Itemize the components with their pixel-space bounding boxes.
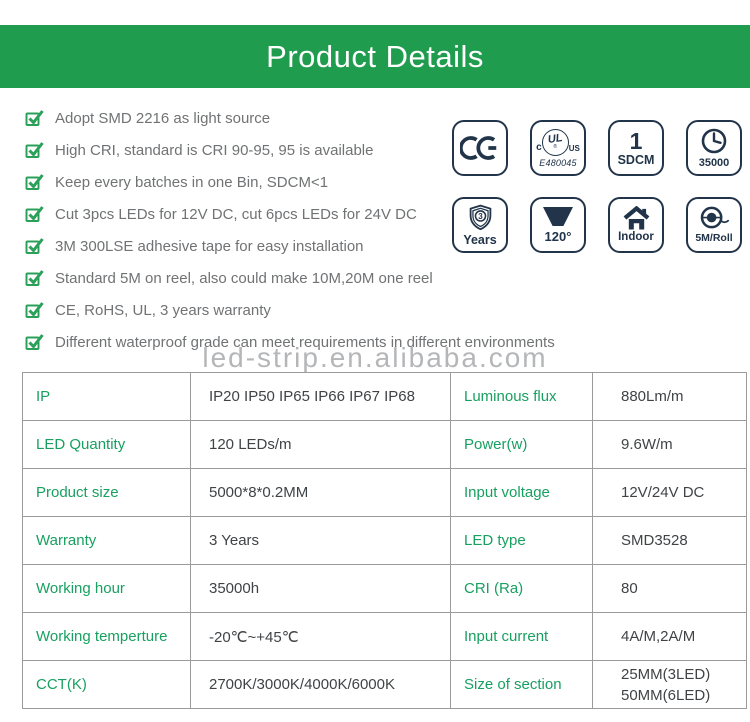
feature-item: Adopt SMD 2216 as light source [25, 102, 555, 134]
feature-text: Standard 5M on reel, also could make 10M… [55, 269, 433, 287]
spec-value-cell: 25MM(3LED) 50MM(6LED) [592, 660, 747, 709]
sdcm-value: 1 [629, 127, 643, 154]
table-row: Product size 5000*8*0.2MM Input voltage … [22, 468, 747, 517]
spec-label-cell: Working hour [22, 564, 191, 613]
feature-item: Different waterproof grade can meet requ… [25, 326, 555, 358]
spec-label-cell: CCT(K) [22, 660, 191, 709]
badge-sdcm: 1 SDCM [608, 120, 664, 176]
spec-value-cell: SMD3528 [592, 516, 747, 565]
table-row: IP IP20 IP50 IP65 IP66 IP67 IP68 Luminou… [22, 372, 747, 421]
spec-label-cell: LED type [450, 516, 593, 565]
feature-text: High CRI, standard is CRI 90-95, 95 is a… [55, 141, 374, 159]
spec-label-cell: Power(w) [450, 420, 593, 469]
spec-value-cell: 9.6W/m [592, 420, 747, 469]
years-label: Years [463, 233, 497, 248]
checkmark-icon [25, 206, 44, 222]
badge-ce [452, 120, 508, 176]
feature-text: CE, RoHS, UL, 3 years warranty [55, 301, 271, 319]
shield-number: 3 [478, 212, 483, 221]
spec-label-cell: Input current [450, 612, 593, 661]
feature-list: Adopt SMD 2216 as light source High CRI,… [25, 102, 555, 358]
spec-value-cell: 12V/24V DC [592, 468, 747, 517]
feature-item: 3M 300LSE adhesive tape for easy install… [25, 230, 555, 262]
badge-indoor: Indoor [608, 197, 664, 253]
spec-label-cell: Input voltage [450, 468, 593, 517]
feature-text: Adopt SMD 2216 as light source [55, 109, 271, 127]
page-header-banner: Product Details [0, 25, 750, 88]
feature-text: Cut 3pcs LEDs for 12V DC, cut 6pcs LEDs … [55, 205, 417, 223]
spec-label-cell: Product size [22, 468, 191, 517]
spec-label-cell: Luminous flux [450, 372, 593, 421]
ul-letters: UL [547, 132, 564, 146]
checkmark-icon [25, 302, 44, 318]
badge-warranty-years: 3 Years [452, 197, 508, 253]
lifetime-label: 35000 [698, 156, 730, 169]
spec-label-cell: CRI (Ra) [450, 564, 593, 613]
indoor-label: Indoor [618, 231, 654, 244]
spec-value-cell: 35000h [190, 564, 451, 613]
badge-ul: c UL ® US E480045 [530, 120, 586, 176]
spec-value-cell: IP20 IP50 IP65 IP66 IP67 IP68 [190, 372, 451, 421]
spec-value-cell: -20℃~+45℃ [190, 612, 451, 661]
ul-us-label: US [568, 143, 580, 153]
spec-value-cell: 3 Years [190, 516, 451, 565]
ul-mark-icon: c UL ® US [536, 128, 580, 156]
spec-value-cell: 5000*8*0.2MM [190, 468, 451, 517]
ce-mark-icon [460, 136, 497, 160]
page-title: Product Details [266, 38, 484, 74]
table-row: Working temperture -20℃~+45℃ Input curre… [22, 612, 747, 661]
feature-text: Keep every batches in one Bin, SDCM<1 [55, 173, 329, 191]
feature-item: Standard 5M on reel, also could make 10M… [25, 262, 555, 294]
reel-icon [700, 206, 729, 229]
table-row: Warranty 3 Years LED type SMD3528 [22, 516, 747, 565]
spec-value-cell: 120 LEDs/m [190, 420, 451, 469]
beam-angle-icon [543, 207, 573, 226]
badge-lifetime: 35000 [686, 120, 742, 176]
feature-text: Different waterproof grade can meet requ… [55, 333, 555, 351]
spec-label-cell: IP [22, 372, 191, 421]
spec-label-cell: Warranty [22, 516, 191, 565]
badge-beam-angle: 120° [530, 197, 586, 253]
checkmark-icon [25, 174, 44, 190]
spec-label-cell: Size of section [450, 660, 593, 709]
spec-table: IP IP20 IP50 IP65 IP66 IP67 IP68 Luminou… [22, 372, 747, 709]
house-icon [623, 206, 649, 230]
feature-text: 3M 300LSE adhesive tape for easy install… [55, 237, 364, 255]
spec-value-cell: 4A/M,2A/M [592, 612, 747, 661]
table-row: LED Quantity 120 LEDs/m Power(w) 9.6W/m [22, 420, 747, 469]
feature-item: Keep every batches in one Bin, SDCM<1 [25, 166, 555, 198]
spec-value-cell: 80 [592, 564, 747, 613]
table-row: CCT(K) 2700K/3000K/4000K/6000K Size of s… [22, 660, 747, 709]
spec-value-cell: 2700K/3000K/4000K/6000K [190, 660, 451, 709]
spec-label-cell: Working temperture [22, 612, 191, 661]
checkmark-icon [25, 334, 44, 350]
checkmark-icon [25, 142, 44, 158]
feature-item: CE, RoHS, UL, 3 years warranty [25, 294, 555, 326]
ul-c-label: c [536, 141, 542, 153]
registered-mark: ® [553, 144, 558, 150]
spec-label-cell: LED Quantity [22, 420, 191, 469]
shield-icon: 3 [469, 204, 491, 231]
watermark-text: led-strip.en.alibaba.com [202, 342, 548, 373]
badge-roll-length: 5M/Roll [686, 197, 742, 253]
checkmark-icon [25, 238, 44, 254]
roll-label: 5M/Roll [695, 232, 733, 245]
checkmark-icon [25, 110, 44, 126]
table-row: Working hour 35000h CRI (Ra) 80 [22, 564, 747, 613]
sdcm-label: SDCM [617, 152, 655, 167]
checkmark-icon [25, 270, 44, 286]
feature-item: High CRI, standard is CRI 90-95, 95 is a… [25, 134, 555, 166]
ul-circle-icon: UL ® [541, 128, 569, 156]
ul-file-number: E480045 [539, 157, 577, 168]
beam-angle-label: 120° [544, 229, 572, 244]
spec-value-cell: 880Lm/m [592, 372, 747, 421]
certification-badges: c UL ® US E480045 1 SDCM 35000 3 Years 1… [452, 120, 742, 253]
clock-icon [701, 128, 727, 153]
feature-item: Cut 3pcs LEDs for 12V DC, cut 6pcs LEDs … [25, 198, 555, 230]
